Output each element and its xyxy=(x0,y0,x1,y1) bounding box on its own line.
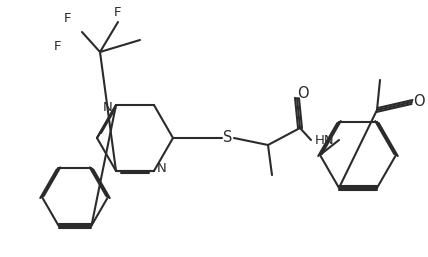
Text: O: O xyxy=(297,86,309,100)
Text: S: S xyxy=(223,131,233,145)
Text: F: F xyxy=(64,12,72,24)
Text: N: N xyxy=(157,162,167,176)
Text: O: O xyxy=(413,95,425,109)
Text: F: F xyxy=(54,40,62,52)
Text: N: N xyxy=(103,100,113,114)
Text: HN: HN xyxy=(315,133,335,146)
Text: F: F xyxy=(114,5,122,19)
